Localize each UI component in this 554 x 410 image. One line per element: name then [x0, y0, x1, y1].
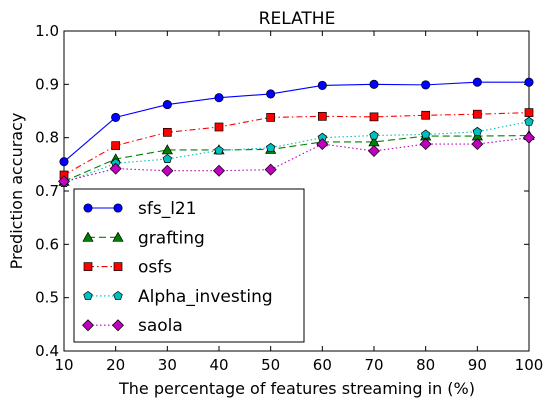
- x-tick-label: 70: [364, 356, 383, 374]
- series-sfs-l21: [59, 77, 534, 167]
- legend-marker: [113, 203, 123, 213]
- series-line: [63, 137, 530, 182]
- y-axis-title: Prediction accuracy: [7, 113, 26, 270]
- series-line: [63, 134, 530, 182]
- legend-marker: [112, 319, 124, 332]
- data-point: [214, 93, 224, 103]
- data-point: [162, 127, 172, 137]
- data-point: [111, 112, 121, 122]
- y-tick-label: 0.9: [35, 75, 59, 93]
- data-point: [317, 111, 327, 121]
- data-point: [523, 131, 535, 144]
- axis-ticks: 10 20 30 40 50 60 70 80 90 100 0.4 0.5 0.6 0.7 0.8 0.9 1…: [35, 22, 543, 374]
- data-point: [317, 80, 327, 90]
- legend-marker: [113, 262, 123, 271]
- data-point: [369, 112, 379, 122]
- y-tick-label: 0.5: [35, 289, 59, 307]
- data-point: [316, 138, 329, 151]
- x-tick-label: 60: [313, 356, 332, 374]
- data-point: [265, 142, 276, 152]
- legend-label: osfs: [138, 258, 172, 278]
- legend-entry: grafting: [82, 228, 205, 248]
- series-line: [63, 121, 530, 184]
- data-point: [213, 164, 225, 177]
- data-point: [111, 141, 121, 151]
- data-point: [162, 100, 172, 110]
- legend-marker: [82, 231, 94, 242]
- x-tick-label: 50: [261, 356, 280, 374]
- data-point: [162, 154, 173, 163]
- legend-marker: [83, 262, 93, 271]
- data-point: [421, 80, 431, 90]
- series-layer: [58, 77, 535, 188]
- y-tick-label: 0.8: [35, 129, 59, 147]
- data-point: [471, 138, 484, 151]
- data-point: [472, 126, 483, 136]
- data-point: [109, 162, 122, 175]
- data-point: [264, 163, 277, 176]
- x-axis-title: The percentage of features streaming in …: [118, 379, 475, 398]
- data-point: [58, 175, 70, 188]
- data-point: [421, 110, 431, 120]
- x-tick-label: 10: [54, 356, 73, 374]
- data-point: [369, 79, 379, 89]
- legend-label: sfs_l21: [138, 199, 197, 219]
- data-point: [472, 109, 482, 119]
- legend-box: [73, 188, 305, 343]
- legend-marker: [82, 319, 94, 332]
- legend-marker: [83, 203, 93, 213]
- data-point: [214, 145, 224, 155]
- data-point: [214, 122, 224, 132]
- legend-marker: [83, 290, 93, 300]
- data-point: [161, 164, 174, 177]
- data-point: [524, 108, 534, 117]
- x-tick-label: 30: [158, 356, 177, 374]
- series-line: [63, 81, 529, 163]
- data-point: [524, 116, 534, 126]
- x-tick-label: 40: [209, 356, 228, 374]
- data-point: [419, 138, 432, 151]
- legend-label: grafting: [138, 228, 205, 248]
- series-saola: [58, 131, 535, 188]
- y-tick-label: 0.7: [35, 182, 59, 200]
- data-point: [266, 89, 276, 99]
- x-tick-label: 80: [416, 356, 435, 374]
- x-tick-label: 100: [515, 356, 544, 374]
- series-osfs: [59, 108, 534, 180]
- legend-label: saola: [138, 316, 183, 336]
- data-point: [161, 144, 173, 155]
- data-point: [524, 77, 534, 87]
- legend-entry: sfs_l21: [83, 199, 197, 219]
- y-tick-label: 0.6: [35, 235, 59, 253]
- chart-title: RELATHE: [259, 9, 336, 29]
- legend-marker: [113, 290, 123, 300]
- data-point: [266, 113, 276, 122]
- data-point: [472, 77, 482, 87]
- y-tick-label: 0.4: [35, 342, 59, 360]
- y-tick-label: 1.0: [35, 22, 59, 40]
- legend-entry: saola: [82, 316, 183, 336]
- legend-entry: Alpha_investing: [83, 287, 273, 307]
- legend-entry: osfs: [83, 258, 172, 278]
- series-line: [63, 112, 530, 176]
- data-point: [59, 157, 69, 167]
- data-point: [368, 145, 380, 157]
- x-tick-label: 20: [106, 356, 125, 374]
- x-tick-label: 90: [468, 356, 487, 374]
- legend-marker: [112, 231, 124, 242]
- data-point: [369, 130, 379, 140]
- legend-label: Alpha_investing: [138, 287, 273, 307]
